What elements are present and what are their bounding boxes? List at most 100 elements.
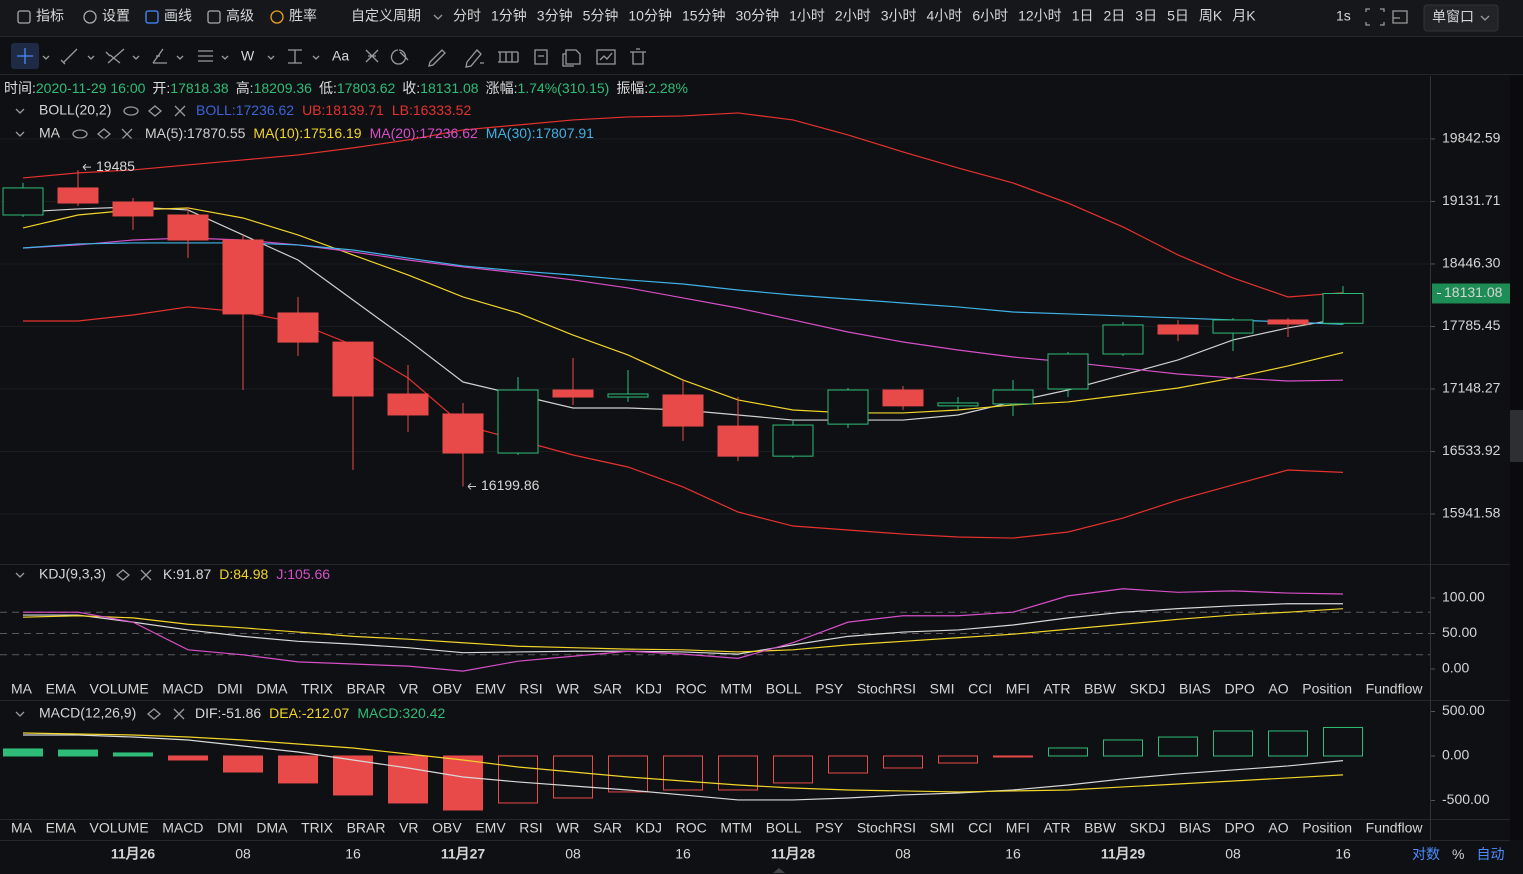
indicator-tab[interactable]: MA xyxy=(11,681,33,697)
indicator-tab[interactable]: BBW xyxy=(1084,681,1117,697)
indicator-tab[interactable]: VOLUME xyxy=(90,681,149,697)
period[interactable]: 3分钟 xyxy=(537,8,573,24)
period[interactable]: 3日 xyxy=(1135,8,1157,24)
menu-item[interactable]: 画线 xyxy=(164,8,192,24)
indicator-tab[interactable]: KDJ xyxy=(636,820,662,836)
indicator-tab[interactable]: RSI xyxy=(519,820,542,836)
indicator-tab[interactable]: DMA xyxy=(256,681,288,697)
scale-option[interactable]: 自动 xyxy=(1476,846,1504,862)
indicator-tab[interactable]: VR xyxy=(399,820,418,836)
indicator-tab[interactable]: VR xyxy=(399,681,418,697)
indicator-tab[interactable]: SKDJ xyxy=(1130,820,1166,836)
window-select[interactable] xyxy=(1423,4,1499,32)
period[interactable]: 15分钟 xyxy=(682,8,726,24)
menu-item[interactable]: 设置 xyxy=(102,8,130,24)
tool-text[interactable]: Aa xyxy=(332,48,349,64)
indicator-tab[interactable]: MTM xyxy=(720,820,752,836)
indicator-tab[interactable]: TRIX xyxy=(301,820,334,836)
period[interactable]: 12小时 xyxy=(1018,8,1062,24)
indicator-tab[interactable]: AO xyxy=(1268,820,1288,836)
period[interactable]: 6小时 xyxy=(972,8,1008,24)
period[interactable]: 5日 xyxy=(1167,8,1189,24)
indicator-tab[interactable]: MACD xyxy=(162,681,203,697)
period[interactable]: 2小时 xyxy=(835,8,871,24)
indicator-tab[interactable]: BIAS xyxy=(1179,681,1211,697)
tool-text[interactable]: W xyxy=(241,48,255,64)
period[interactable]: 2日 xyxy=(1103,8,1125,24)
scale-option[interactable]: % xyxy=(1452,846,1464,862)
indicator-tab[interactable]: DMI xyxy=(217,820,243,836)
indicator-tab[interactable]: DPO xyxy=(1224,681,1254,697)
indicator-tab[interactable]: StochRSI xyxy=(857,820,916,836)
tool-icons[interactable] xyxy=(17,48,646,68)
window-icons[interactable] xyxy=(1365,8,1408,26)
indicator-tab[interactable]: CCI xyxy=(968,681,992,697)
indicator-tab[interactable]: ROC xyxy=(676,681,707,697)
indicator-tab[interactable]: SMI xyxy=(930,820,955,836)
indicator-tab[interactable]: ATR xyxy=(1044,820,1071,836)
scale-option[interactable]: 对数 xyxy=(1412,846,1440,862)
menu-item[interactable]: 胜率 xyxy=(289,8,317,24)
indicator-tab[interactable]: BBW xyxy=(1084,820,1117,836)
period[interactable]: 30分钟 xyxy=(736,8,780,24)
indicator-tab[interactable]: MA xyxy=(11,820,33,836)
indicator-tab[interactable]: Position xyxy=(1302,820,1352,836)
legend-title: MACD(12,26,9) xyxy=(39,705,136,721)
indicator-tab[interactable]: OBV xyxy=(432,681,462,697)
period[interactable]: 10分钟 xyxy=(628,8,672,24)
indicator-tab[interactable]: RSI xyxy=(519,681,542,697)
indicator-tab[interactable]: MACD xyxy=(162,820,203,836)
indicator-tab[interactable]: PSY xyxy=(815,681,844,697)
indicator-tab[interactable]: SMI xyxy=(930,681,955,697)
period[interactable]: 分时 xyxy=(453,8,481,24)
menu-item[interactable]: 指标 xyxy=(36,8,64,24)
period[interactable]: 5分钟 xyxy=(583,8,619,24)
indicator-tab[interactable]: BOLL xyxy=(766,820,802,836)
indicator-tab[interactable]: VOLUME xyxy=(90,820,149,836)
indicator-tab[interactable]: EMA xyxy=(46,681,77,697)
indicator-tab[interactable]: MTM xyxy=(720,681,752,697)
indicator-tab[interactable]: Fundflow xyxy=(1366,820,1424,836)
legend-icons[interactable] xyxy=(15,105,186,720)
period[interactable]: 周K xyxy=(1199,8,1223,24)
indicator-tab[interactable]: StochRSI xyxy=(857,681,916,697)
indicator-tab[interactable]: Position xyxy=(1302,681,1352,697)
indicator-tab[interactable]: MFI xyxy=(1006,681,1030,697)
indicator-tab[interactable]: KDJ xyxy=(636,681,662,697)
indicator-tab[interactable]: ROC xyxy=(676,820,707,836)
period[interactable]: 1分钟 xyxy=(491,8,527,24)
indicator-tab[interactable]: DMA xyxy=(256,820,288,836)
indicator-tab[interactable]: BOLL xyxy=(766,681,802,697)
indicator-tab[interactable]: OBV xyxy=(432,820,462,836)
indicator-tab[interactable]: BRAR xyxy=(347,820,386,836)
indicator-tab[interactable]: ATR xyxy=(1044,681,1071,697)
indicator-tab[interactable]: Fundflow xyxy=(1366,681,1424,697)
indicator-tab[interactable]: EMV xyxy=(475,820,506,836)
indicator-tab[interactable]: EMV xyxy=(475,681,506,697)
period[interactable]: 3小时 xyxy=(881,8,917,24)
indicator-tab[interactable]: SAR xyxy=(593,820,622,836)
indicator-tab[interactable]: SAR xyxy=(593,681,622,697)
period-menu[interactable]: 自定义周期 xyxy=(351,8,421,24)
period[interactable]: 月K xyxy=(1232,8,1256,24)
indicator-tab[interactable]: DPO xyxy=(1224,820,1254,836)
indicator-tab[interactable]: WR xyxy=(556,820,579,836)
indicator-tab[interactable]: MFI xyxy=(1006,820,1030,836)
indicator-tab[interactable]: BIAS xyxy=(1179,820,1211,836)
interval[interactable]: 1s xyxy=(1336,8,1351,24)
indicator-tab[interactable]: SKDJ xyxy=(1130,681,1166,697)
indicator-tab[interactable]: TRIX xyxy=(301,681,334,697)
indicator-tab[interactable]: EMA xyxy=(46,820,77,836)
window-mode[interactable]: 单窗口 xyxy=(1432,9,1474,25)
period[interactable]: 1日 xyxy=(1072,8,1094,24)
indicator-tab[interactable]: PSY xyxy=(815,820,844,836)
indicator-tab[interactable]: BRAR xyxy=(347,681,386,697)
period[interactable]: 1小时 xyxy=(789,8,825,24)
indicator-tab[interactable]: DMI xyxy=(217,681,243,697)
indicator-tab[interactable]: AO xyxy=(1268,681,1288,697)
menu-item[interactable]: 高级 xyxy=(226,8,254,24)
scroll-handle[interactable] xyxy=(1510,410,1523,462)
indicator-tab[interactable]: WR xyxy=(556,681,579,697)
indicator-tab[interactable]: CCI xyxy=(968,820,992,836)
period[interactable]: 4小时 xyxy=(927,8,963,24)
